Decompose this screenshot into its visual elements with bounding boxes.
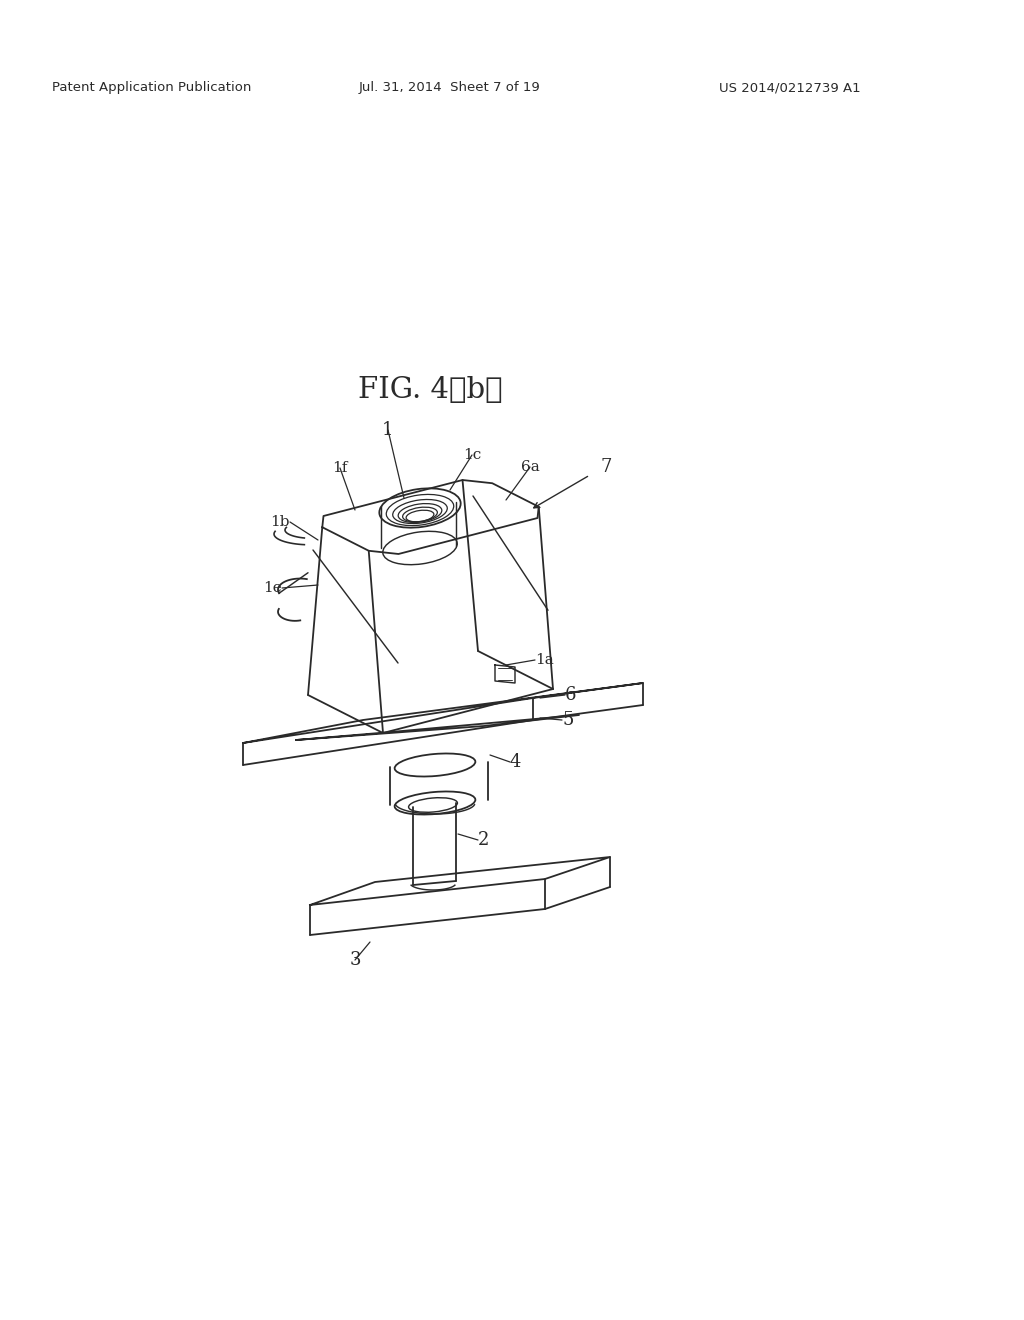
Text: 1a: 1a (535, 653, 554, 667)
Text: 2: 2 (478, 832, 489, 849)
Text: 7: 7 (600, 458, 611, 477)
Text: 6a: 6a (520, 459, 540, 474)
Text: 6: 6 (565, 686, 577, 704)
Text: 5: 5 (562, 711, 573, 729)
Text: 1b: 1b (270, 515, 290, 529)
Text: US 2014/0212739 A1: US 2014/0212739 A1 (719, 82, 861, 95)
Text: 4: 4 (510, 752, 521, 771)
Text: 3: 3 (349, 950, 360, 969)
Text: 1e: 1e (263, 581, 282, 595)
Text: Patent Application Publication: Patent Application Publication (52, 82, 252, 95)
Text: 1c: 1c (463, 447, 481, 462)
Text: 1: 1 (382, 421, 394, 440)
Text: Jul. 31, 2014  Sheet 7 of 19: Jul. 31, 2014 Sheet 7 of 19 (359, 82, 541, 95)
Text: 1f: 1f (333, 461, 348, 475)
Text: FIG. 4（b）: FIG. 4（b） (357, 376, 503, 404)
